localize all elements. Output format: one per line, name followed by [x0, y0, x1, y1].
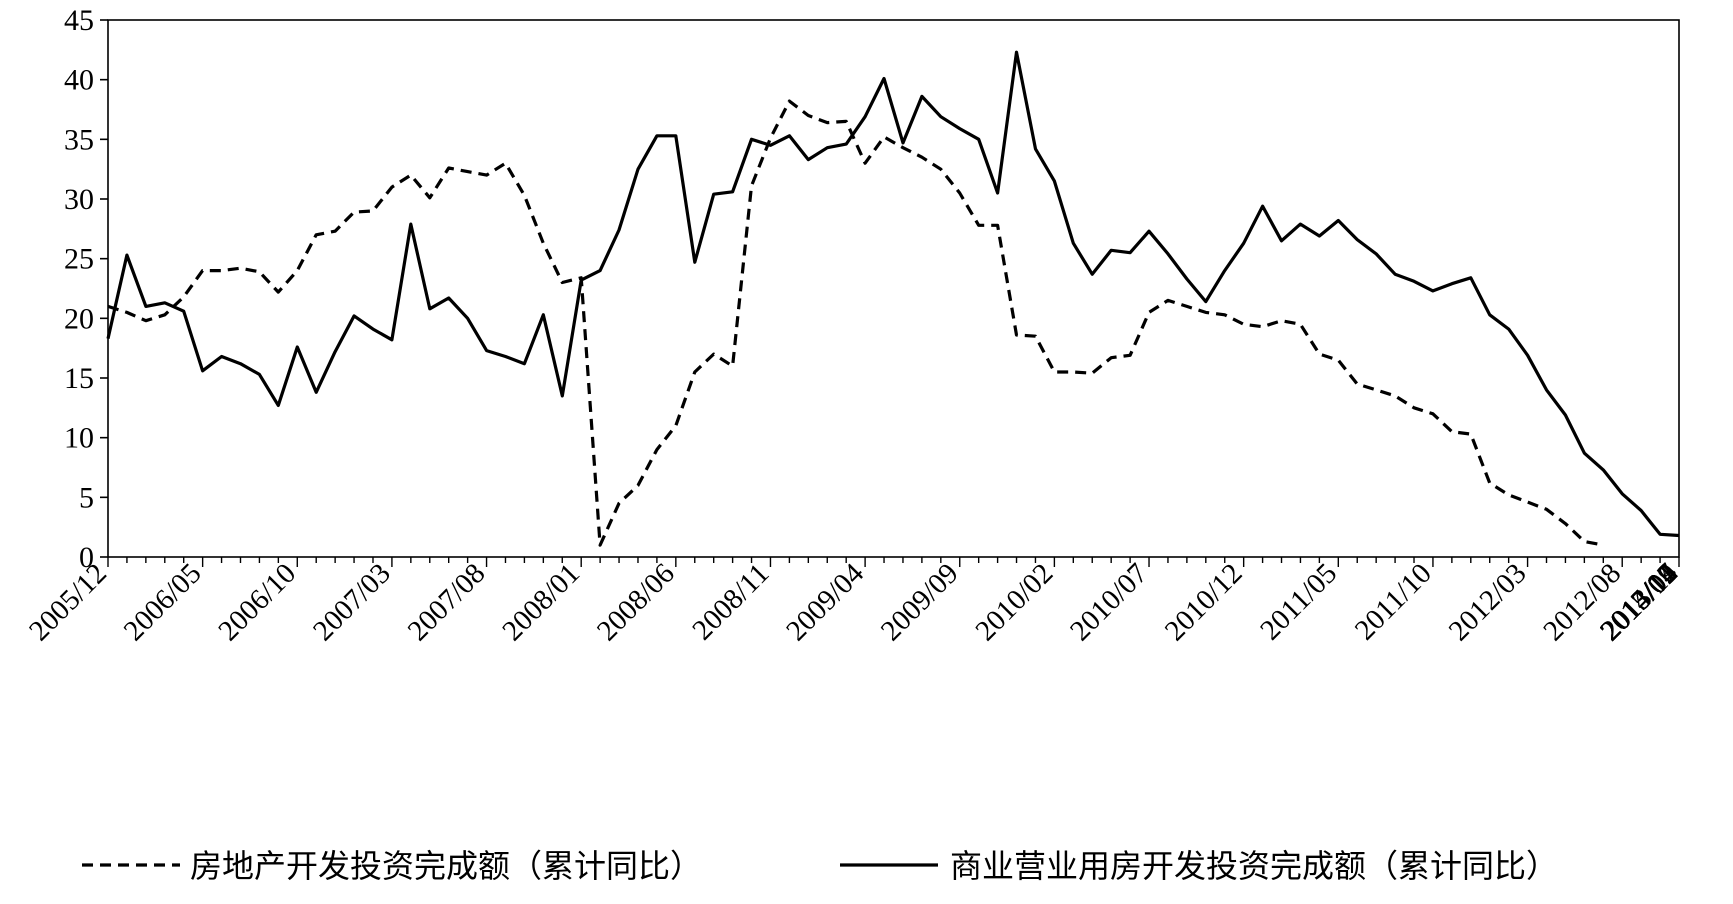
y-axis: 0 5 10 15 20 25 30 35 40 45	[64, 4, 108, 574]
series-lines	[106, 50, 1680, 547]
x-tick-label: 2008/11	[686, 557, 775, 646]
y-tick-label: 10	[64, 422, 94, 455]
x-tick-label: 2010/02	[969, 557, 1059, 647]
series-line-real-estate-investment	[107, 99, 1604, 547]
y-tick-label: 30	[64, 183, 94, 216]
x-tick-label: 2009/09	[875, 557, 965, 647]
y-tick-label: 35	[64, 123, 94, 156]
x-tick-label: 2005/12	[23, 557, 113, 647]
x-tick-label: 2009/04	[780, 557, 870, 647]
plot-area-border	[107, 19, 1680, 558]
x-tick-label: 2011/05	[1254, 557, 1343, 646]
y-tick-label: 40	[64, 64, 94, 97]
y-tick-label: 5	[79, 481, 94, 514]
x-tick-label: 2007/03	[307, 557, 397, 647]
x-tick-label: 2007/08	[402, 557, 492, 647]
y-tick-label: 20	[64, 302, 94, 335]
x-tick-label: 2012/03	[1443, 557, 1533, 647]
legend-label-real-estate: 房地产开发投资完成额（累计同比）	[190, 847, 702, 885]
legend-label-commercial: 商业营业用房开发投资完成额（累计同比）	[950, 847, 1558, 885]
x-tick-label: 2010/07	[1064, 557, 1154, 647]
legend: 房地产开发投资完成额（累计同比） 商业营业用房开发投资完成额（累计同比）	[82, 847, 1558, 885]
y-tick-label: 45	[64, 4, 94, 37]
x-tick-label: 2006/10	[212, 557, 302, 647]
x-tick-label: 2011/10	[1349, 557, 1438, 646]
y-tick-label: 0	[79, 541, 94, 574]
y-tick-label: 25	[64, 243, 94, 276]
x-tick-label: 2006/05	[118, 557, 208, 647]
x-axis: 2005/12 2006/05 2006/10 2007/03 2007/08 2008/…	[23, 557, 1684, 647]
plot-frame	[107, 19, 1680, 558]
series-line-commercial-investment	[106, 50, 1680, 538]
x-tick-label: 2008/06	[591, 557, 681, 647]
y-tick-label: 15	[64, 362, 94, 395]
x-tick-label: 2010/12	[1159, 557, 1249, 647]
x-tick-label: 2008/01	[496, 557, 586, 647]
